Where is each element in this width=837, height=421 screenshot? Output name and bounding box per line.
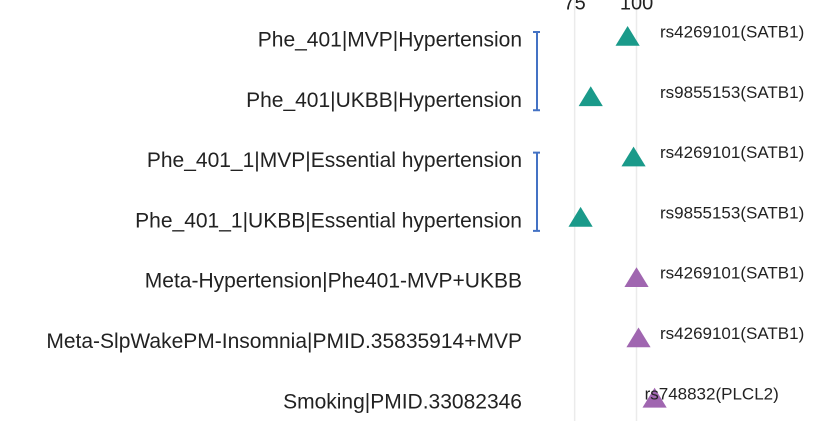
x-tick-label: 100 bbox=[620, 0, 653, 14]
point-label: rs9855153(SATB1) bbox=[660, 83, 804, 102]
point bbox=[615, 26, 640, 46]
point-label: rs4269101(SATB1) bbox=[660, 22, 804, 41]
bracket bbox=[533, 151, 540, 232]
point bbox=[624, 267, 649, 287]
y-tick-label: Phe_401|MVP|Hypertension bbox=[258, 29, 522, 52]
bracket bbox=[533, 31, 540, 112]
point bbox=[626, 327, 651, 348]
point bbox=[578, 86, 603, 107]
point bbox=[621, 146, 646, 167]
x-tick-label: 75 bbox=[564, 0, 586, 14]
y-tick-label: Smoking|PMID.33082346 bbox=[283, 390, 522, 413]
point-label: rs4269101(SATB1) bbox=[660, 143, 804, 162]
y-tick-label: Phe_401_1|MVP|Essential hypertension bbox=[147, 149, 522, 172]
point-label: rs9855153(SATB1) bbox=[660, 203, 804, 222]
point-label: rs4269101(SATB1) bbox=[660, 324, 804, 343]
y-tick-label: Meta-SlpWakePM-Insomnia|PMID.35835914+MV… bbox=[46, 330, 522, 353]
y-tick-label: Meta-Hypertension|Phe401-MVP+UKBB bbox=[145, 270, 522, 293]
point bbox=[568, 206, 593, 227]
point-label: rs4269101(SATB1) bbox=[660, 264, 804, 283]
point-label: rs748832(PLCL2) bbox=[645, 384, 779, 403]
y-tick-label: Phe_401|UKBB|Hypertension bbox=[246, 89, 522, 112]
point bbox=[642, 387, 667, 408]
y-tick-label: Phe_401_1|UKBB|Essential hypertension bbox=[135, 209, 522, 232]
